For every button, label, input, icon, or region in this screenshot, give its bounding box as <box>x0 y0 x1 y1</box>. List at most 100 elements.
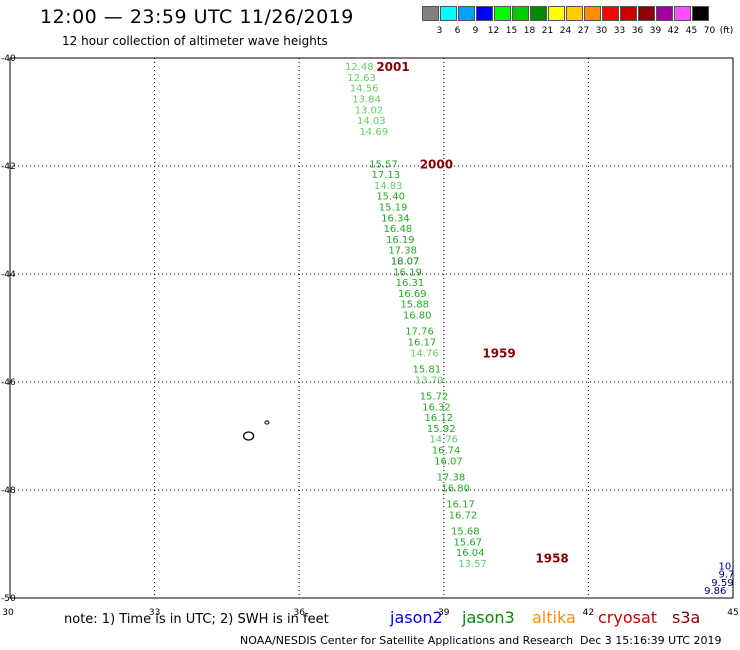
x-tick-label: 39 <box>438 608 450 618</box>
wave-height-label: 14.56 <box>350 84 379 95</box>
legend-unit: (ft) <box>719 26 734 36</box>
legend-swatch <box>440 6 457 21</box>
footer-note: note: 1) Time is in UTC; 2) SWH is in fe… <box>64 612 329 627</box>
legend-swatch <box>674 6 691 21</box>
legend-label: 3 <box>436 26 443 36</box>
satellite-cryosat: cryosat <box>598 608 658 627</box>
wave-height-label: 9.59 <box>711 578 733 589</box>
plot-frame <box>9 57 734 599</box>
wave-height-label: 16.48 <box>384 224 413 235</box>
chart-subtitle: 12 hour collection of altimeter wave hei… <box>62 34 328 48</box>
legend-swatch <box>422 6 439 21</box>
legend-swatch <box>512 6 529 21</box>
island-outline <box>264 420 270 425</box>
legend-swatch <box>566 6 583 21</box>
track-time-label: 2001 <box>376 60 409 74</box>
satellite-altika: altika <box>532 608 576 627</box>
legend-swatch <box>458 6 475 21</box>
wave-height-label: 18.07 <box>391 257 420 268</box>
wave-height-label: 16.34 <box>381 213 410 224</box>
wave-height-label: 16.69 <box>398 289 427 300</box>
legend-swatch <box>602 6 619 21</box>
wave-height-label: 16.17 <box>408 338 437 349</box>
footer-timestamp: Dec 3 15:16:39 UTC 2019 <box>580 634 722 647</box>
wave-height-label: 15.57 <box>369 159 398 170</box>
wave-height-label: 9.86 <box>704 586 726 597</box>
satellite-s3a: s3a <box>672 608 701 627</box>
legend-swatch <box>620 6 637 21</box>
y-tick-label: -46 <box>1 378 16 388</box>
wave-height-label: 16.19 <box>386 235 415 246</box>
wave-height-label: 14.76 <box>429 435 458 446</box>
legend-swatch <box>548 6 565 21</box>
wave-height-label: 17.76 <box>405 327 434 338</box>
wave-height-label: 17.13 <box>372 170 401 181</box>
legend-swatch <box>692 6 709 21</box>
legend-swatch <box>530 6 547 21</box>
wave-height-label: 13.02 <box>355 105 384 116</box>
wave-height-label: 17.38 <box>388 246 417 257</box>
legend-label: 12 <box>487 26 500 36</box>
wave-height-label: 9.7 <box>719 570 735 581</box>
chart-title: 12:00 — 23:59 UTC 11/26/2019 <box>40 6 354 28</box>
satellite-jason2: jason2 <box>390 608 443 627</box>
wave-height-label: 16.80 <box>441 483 470 494</box>
legend-label: 42 <box>667 26 680 36</box>
y-tick-label: -40 <box>1 54 16 64</box>
x-tick-label: 36 <box>293 608 305 618</box>
wave-height-label: 16.07 <box>434 456 463 467</box>
wave-height-label: 15.88 <box>400 300 429 311</box>
wave-height-label: 16.74 <box>432 446 461 457</box>
legend-label: 39 <box>649 26 662 36</box>
wave-height-label: 14.69 <box>359 127 388 138</box>
x-tick-label: 30 <box>2 608 14 618</box>
legend-label: 21 <box>541 26 554 36</box>
wave-height-label: 13.79 <box>415 375 444 386</box>
wave-height-label: 13.84 <box>352 95 381 106</box>
track-time-label: 1958 <box>535 552 568 566</box>
x-tick-label: 42 <box>583 608 594 618</box>
wave-height-label: 16.19 <box>393 267 422 278</box>
wave-height-label: 13.57 <box>458 559 487 570</box>
legend-swatch <box>476 6 493 21</box>
island-outline <box>242 431 255 441</box>
wave-height-label: 16.31 <box>396 278 425 289</box>
x-tick-label: 33 <box>149 608 160 618</box>
legend-label: 30 <box>595 26 608 36</box>
wave-height-label: 12.63 <box>347 73 376 84</box>
wave-height-label: 16.80 <box>403 311 432 322</box>
y-tick-label: -42 <box>1 162 16 172</box>
wave-height-label: 15.81 <box>412 365 441 376</box>
wave-height-label: 16.17 <box>446 500 475 511</box>
wave-height-label: 15.68 <box>451 527 480 538</box>
legend-swatch <box>494 6 511 21</box>
wave-height-label: 15.72 <box>420 392 449 403</box>
wave-height-label: 17.38 <box>437 473 466 484</box>
wave-height-label: 16.72 <box>449 510 478 521</box>
legend-label: 24 <box>559 26 572 36</box>
legend-swatch <box>638 6 655 21</box>
legend-label: 15 <box>505 26 518 36</box>
legend-swatch <box>584 6 601 21</box>
x-tick-label: 45 <box>727 608 738 618</box>
wave-height-label: 16.32 <box>422 402 451 413</box>
y-tick-label: -44 <box>1 270 16 280</box>
track-time-label: 1959 <box>482 346 515 360</box>
wave-height-label: 16.12 <box>425 413 454 424</box>
wave-height-label: 15.40 <box>376 192 405 203</box>
legend-label: 33 <box>613 26 626 36</box>
track-time-label: 2000 <box>420 157 453 171</box>
wave-height-label: 15.67 <box>453 537 482 548</box>
wave-height-label: 14.76 <box>410 348 439 359</box>
wave-height-label: 10. <box>719 562 735 573</box>
legend-label: 45 <box>685 26 698 36</box>
satellite-jason3: jason3 <box>462 608 515 627</box>
wave-height-label: 15.92 <box>427 424 456 435</box>
footer-credit: NOAA/NESDIS Center for Satellite Applica… <box>240 634 574 647</box>
y-tick-label: -48 <box>1 486 16 496</box>
legend-label: 27 <box>577 26 590 36</box>
legend-label: 9 <box>472 26 479 36</box>
legend-label: 70 <box>703 26 716 36</box>
wave-height-label: 12.48 <box>345 62 374 73</box>
